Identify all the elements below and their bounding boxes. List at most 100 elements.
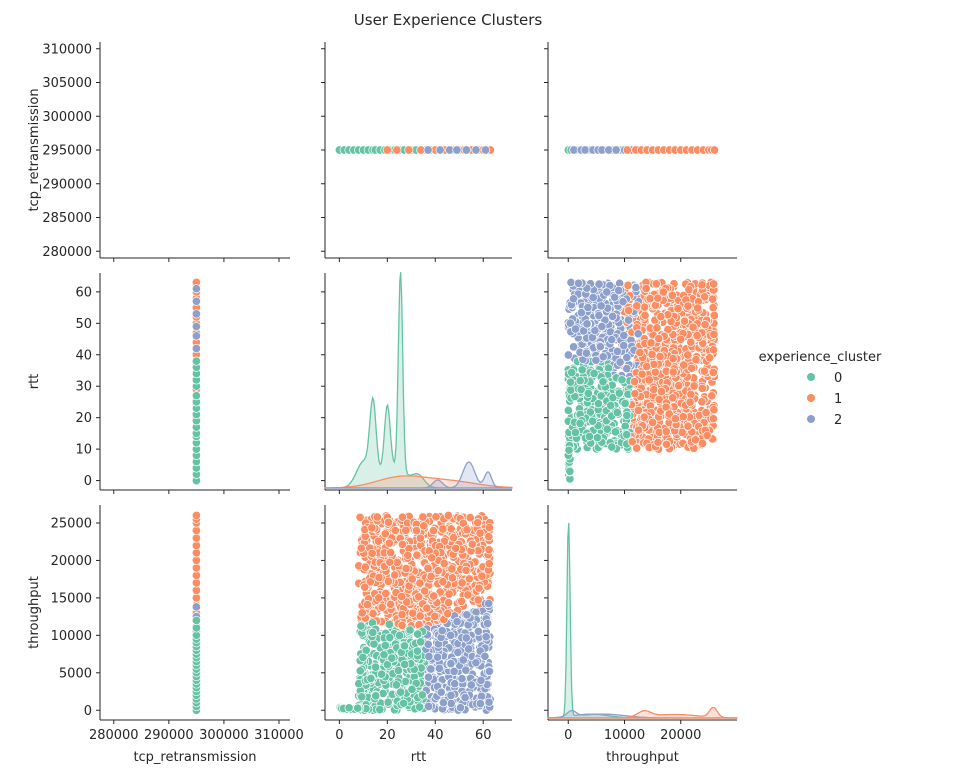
point-cluster-0 <box>387 653 397 663</box>
point-cluster-2 <box>424 651 434 662</box>
y-tick-label: 50 <box>75 317 92 332</box>
point-cluster-1 <box>444 589 454 599</box>
cell-rtt-vs-rtt <box>321 273 512 494</box>
x-tick-label: 10000 <box>604 728 645 743</box>
y-tick-label: 20000 <box>51 554 92 569</box>
point-cluster-1 <box>641 283 651 294</box>
kde-rtt <box>324 272 513 489</box>
point-cluster-1 <box>635 347 645 358</box>
cell-tcp_retransmission-vs-throughput <box>544 42 737 262</box>
y-tick-label: 10 <box>75 443 92 458</box>
point-cluster-1 <box>191 540 201 551</box>
point-cluster-0 <box>400 659 410 669</box>
y-tick-label: 5000 <box>59 666 92 681</box>
point-cluster-0 <box>588 416 598 426</box>
point-cluster-1 <box>397 539 408 549</box>
point-cluster-1 <box>418 512 428 522</box>
point-cluster-2 <box>461 633 471 643</box>
point-cluster-1 <box>640 310 650 320</box>
point-cluster-2 <box>618 297 628 307</box>
point-cluster-1 <box>426 571 436 582</box>
point-cluster-0 <box>416 637 426 647</box>
point-cluster-2 <box>610 292 620 302</box>
x-tick-label: 20000 <box>660 728 701 743</box>
point-cluster-0 <box>602 424 612 434</box>
point-cluster-1 <box>403 550 413 560</box>
point-cluster-1 <box>392 145 402 155</box>
point-cluster-1 <box>384 538 394 548</box>
point-cluster-2 <box>594 279 604 289</box>
point-cluster-2 <box>631 283 641 293</box>
point-cluster-2 <box>423 639 433 649</box>
scatter-tcp-vs-throughput <box>563 145 720 155</box>
point-cluster-1 <box>661 426 671 437</box>
point-cluster-1 <box>373 536 383 546</box>
legend-entry-2: 2 <box>834 413 842 428</box>
point-cluster-2 <box>597 321 607 332</box>
point-cluster-1 <box>462 525 472 535</box>
point-cluster-1 <box>362 600 373 610</box>
point-cluster-1 <box>637 369 647 379</box>
point-cluster-2 <box>582 319 592 329</box>
point-cluster-2 <box>191 309 201 319</box>
point-cluster-2 <box>191 602 201 612</box>
point-cluster-1 <box>446 524 456 534</box>
point-cluster-1 <box>443 609 453 619</box>
point-cluster-2 <box>570 324 581 334</box>
point-cluster-1 <box>377 602 387 612</box>
kde-curve <box>547 522 737 719</box>
point-cluster-1 <box>444 598 454 608</box>
y-axis-label: throughput <box>27 576 42 649</box>
point-cluster-2 <box>424 701 434 711</box>
point-cluster-0 <box>565 466 575 476</box>
x-tick-label: 290000 <box>144 728 194 743</box>
point-cluster-1 <box>438 524 448 534</box>
point-cluster-1 <box>668 367 678 377</box>
point-cluster-1 <box>415 533 425 543</box>
y-tick-label: 305000 <box>42 76 92 91</box>
point-cluster-1 <box>397 620 407 630</box>
point-cluster-0 <box>576 384 586 395</box>
point-cluster-1 <box>423 563 433 573</box>
y-axis-label: tcp_retransmission <box>27 88 42 211</box>
point-cluster-0 <box>375 705 385 715</box>
point-cluster-1 <box>484 522 494 533</box>
point-cluster-0 <box>566 377 576 387</box>
point-cluster-0 <box>620 398 630 409</box>
point-cluster-2 <box>596 301 606 311</box>
point-cluster-0 <box>191 356 201 366</box>
point-cluster-1 <box>639 412 649 422</box>
point-cluster-1 <box>708 345 719 355</box>
point-cluster-0 <box>393 665 403 676</box>
x-tick-label: 40 <box>427 728 444 743</box>
legend-title: experience_cluster <box>759 350 882 365</box>
point-cluster-2 <box>191 331 201 341</box>
point-cluster-1 <box>383 576 393 586</box>
point-cluster-0 <box>399 698 409 708</box>
point-cluster-2 <box>583 302 593 313</box>
point-cluster-1 <box>191 570 201 580</box>
x-tick-label: 60 <box>475 728 492 743</box>
x-tick-label: 310000 <box>254 728 304 743</box>
point-cluster-2 <box>566 277 576 288</box>
point-cluster-0 <box>584 431 594 442</box>
point-cluster-1 <box>467 539 477 549</box>
point-cluster-0 <box>358 652 368 662</box>
scatter-throughput-vs-rtt <box>335 510 495 715</box>
point-cluster-0 <box>415 702 425 712</box>
point-cluster-2 <box>633 329 643 339</box>
point-cluster-1 <box>404 145 414 155</box>
point-cluster-1 <box>692 331 702 341</box>
point-cluster-0 <box>589 368 599 378</box>
point-cluster-1 <box>419 521 429 531</box>
point-cluster-1 <box>683 350 693 360</box>
point-cluster-2 <box>622 352 632 363</box>
point-cluster-2 <box>602 287 612 297</box>
point-cluster-1 <box>708 303 718 313</box>
point-cluster-2 <box>476 675 486 685</box>
point-cluster-0 <box>622 430 632 440</box>
point-cluster-0 <box>369 639 379 649</box>
cell-tcp_retransmission-vs-rtt <box>321 42 512 262</box>
point-cluster-1 <box>650 367 660 377</box>
point-cluster-2 <box>484 666 494 676</box>
